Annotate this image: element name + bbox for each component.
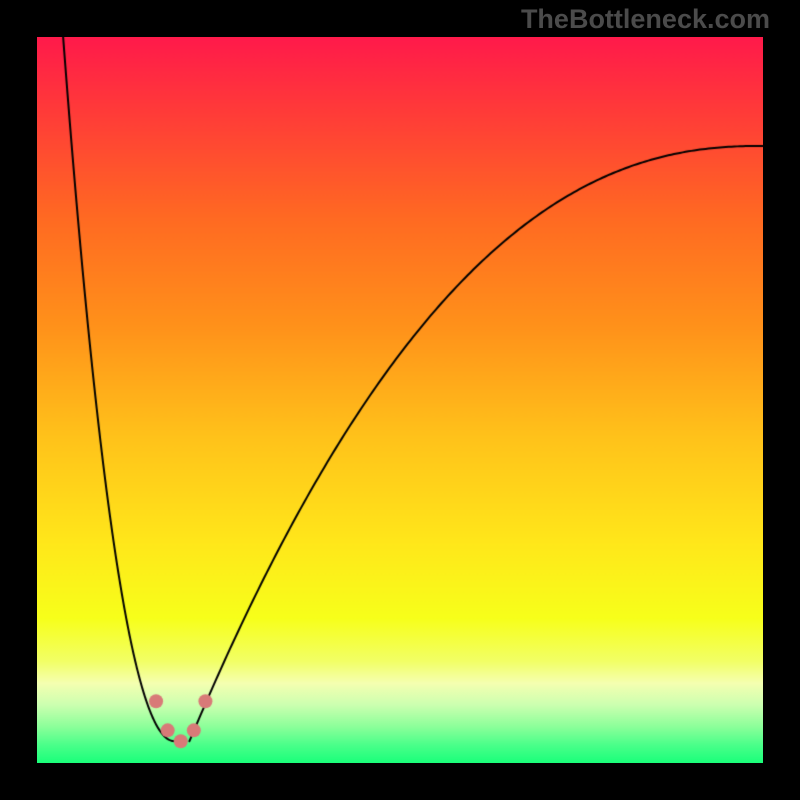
plot-area: [37, 37, 763, 763]
watermark-text: TheBottleneck.com: [521, 4, 770, 35]
curves-layer: [37, 37, 763, 763]
chart-stage: TheBottleneck.com: [0, 0, 800, 800]
